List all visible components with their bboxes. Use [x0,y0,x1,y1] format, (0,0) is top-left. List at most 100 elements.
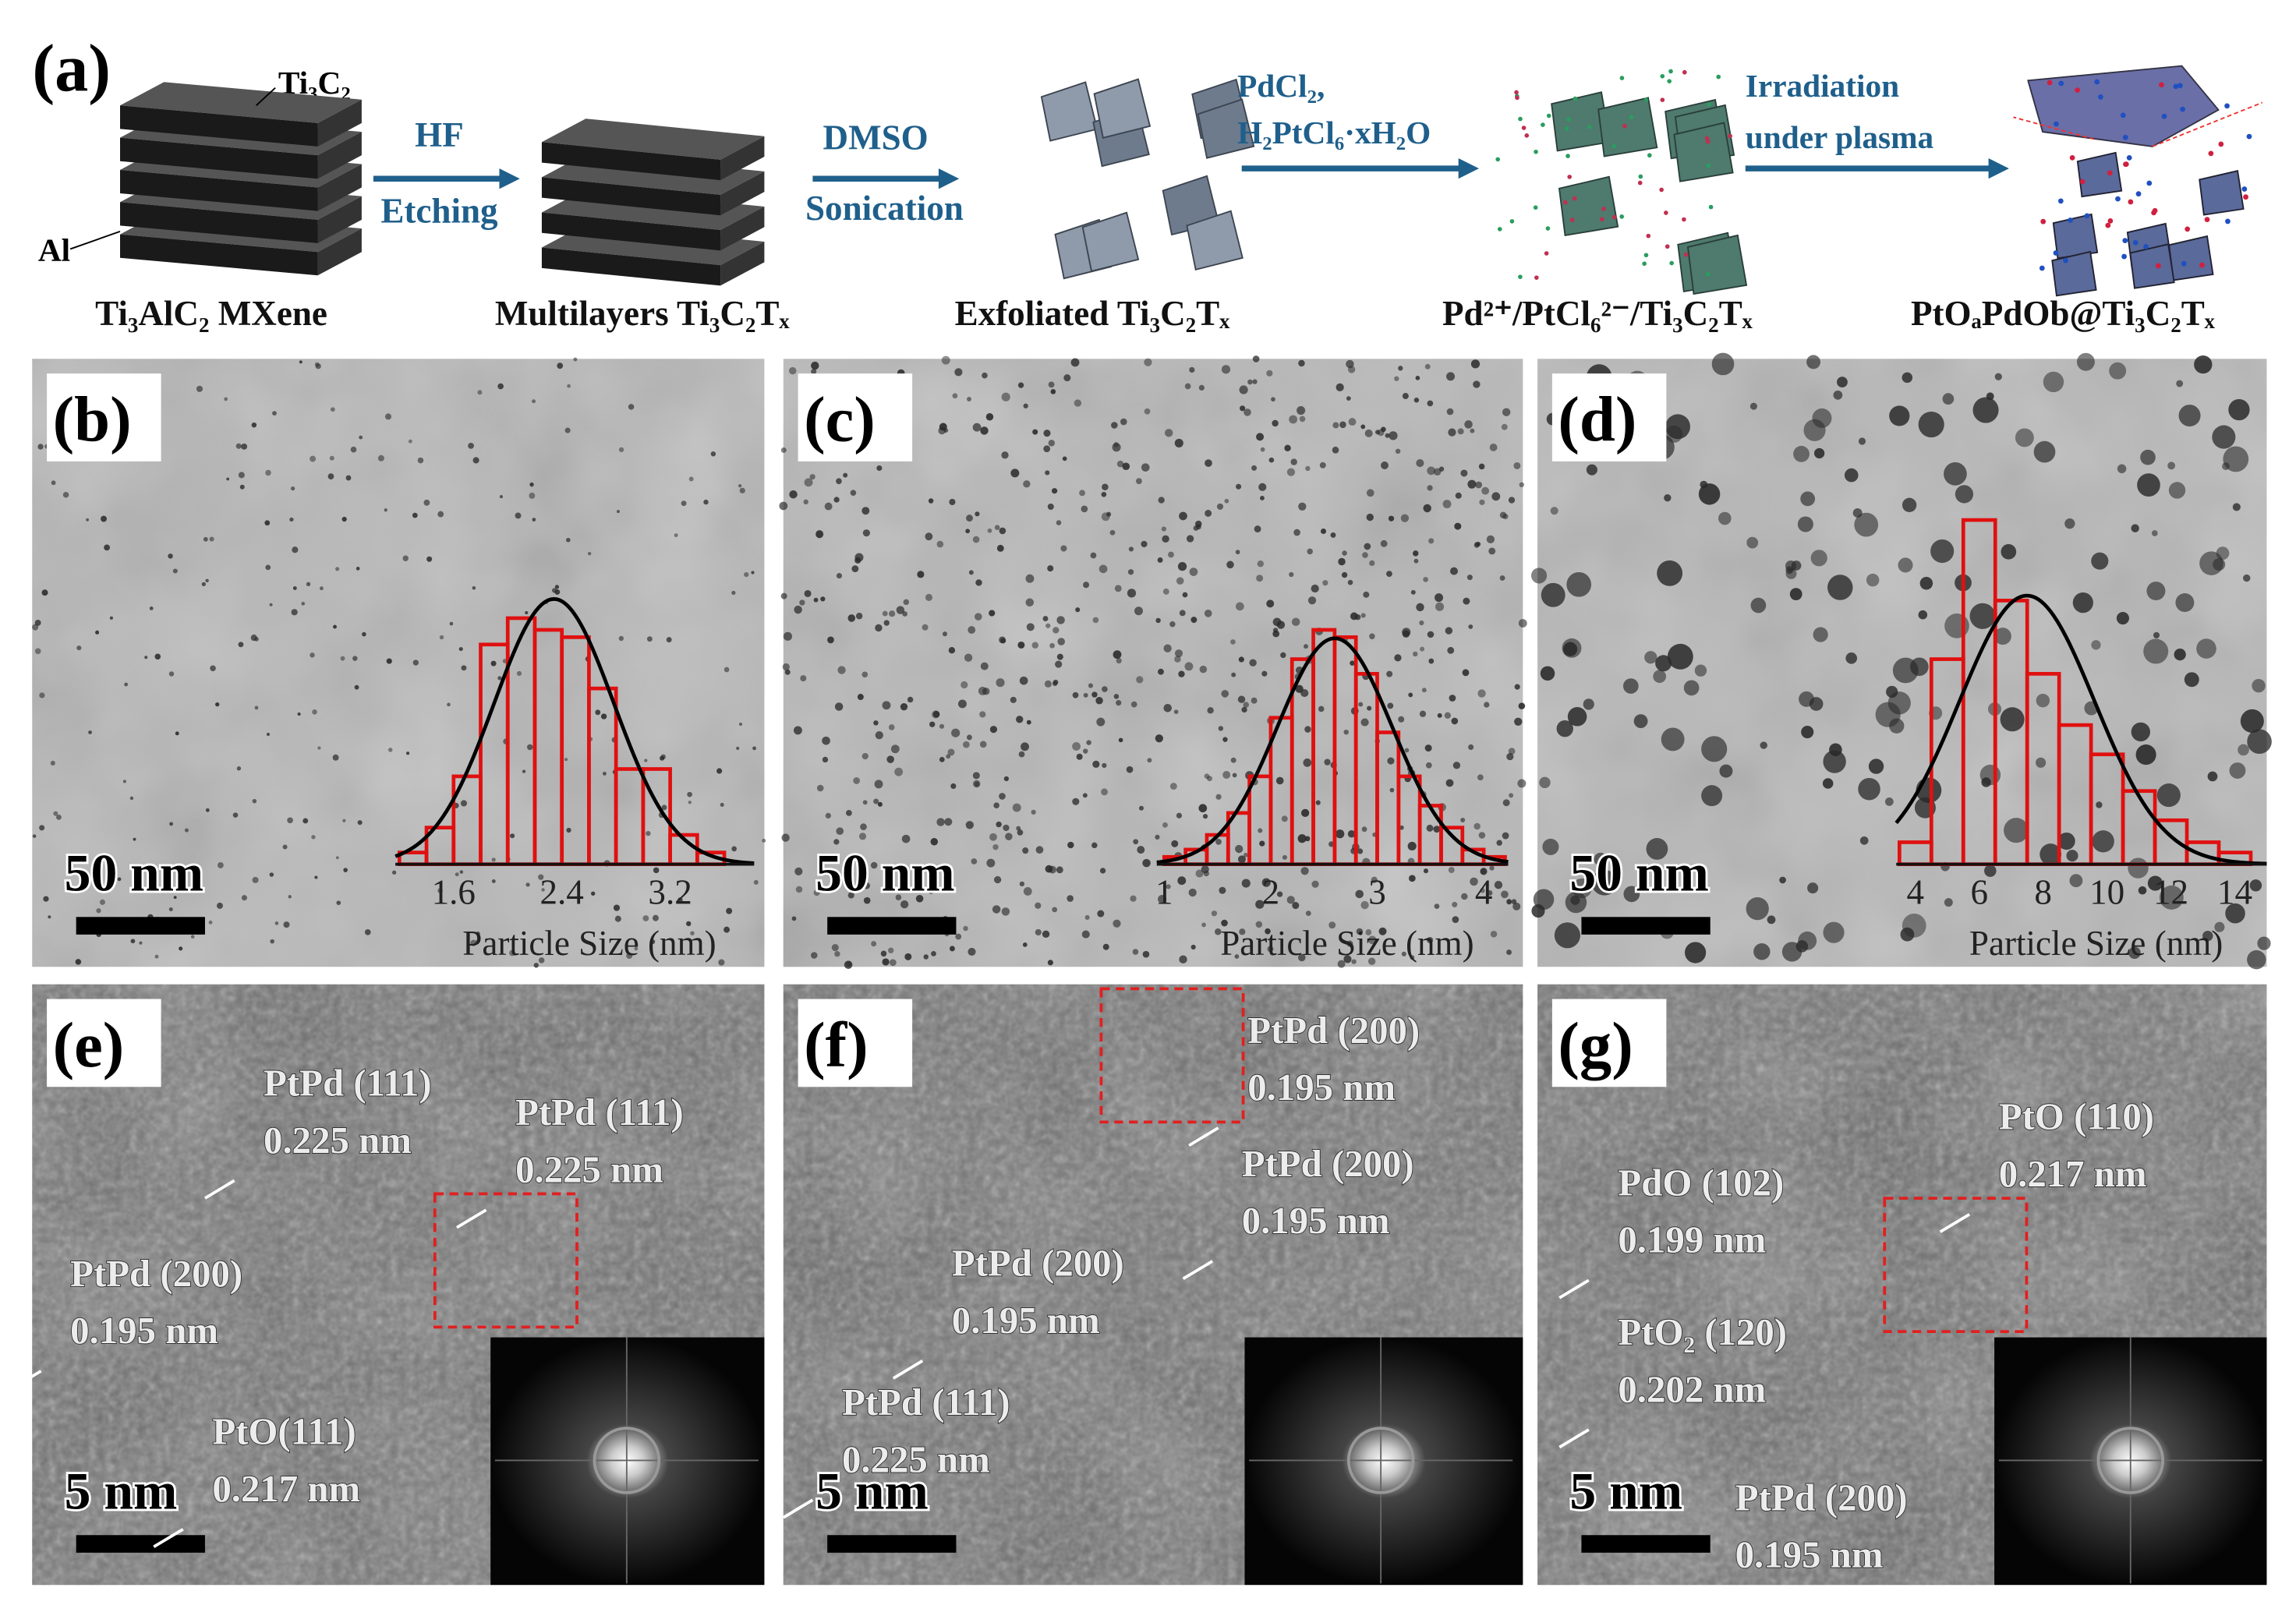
particle [1083,582,1090,589]
particle [1394,376,1399,381]
particle [1072,691,1079,698]
particle [472,585,476,590]
particle [2159,885,2184,910]
particle [690,931,695,935]
particle [1184,383,1191,390]
particle [618,635,624,642]
particle [723,926,731,933]
particle [1918,411,1944,438]
particle [591,891,596,896]
particle [1506,949,1512,956]
fringe-marker [1182,1260,1214,1281]
ion [1564,126,1569,131]
x-tick-label: 3.2 [648,872,692,911]
particle [965,529,971,534]
particle [2001,543,2017,560]
particle [566,827,571,833]
particle [1230,639,1236,645]
particle [1047,503,1054,510]
particle [873,720,879,726]
particle [972,772,980,780]
nanoparticle [2224,103,2230,109]
particle [1448,428,1456,437]
particle [720,802,724,807]
particle [873,798,879,804]
nanoparticle [2039,265,2045,271]
scale-bar-label: 5 nm [815,1462,929,1520]
particle [310,455,317,462]
arrow-label: Irradiation [1746,68,1899,104]
particle [1667,643,1693,670]
multilayer-block [720,242,765,286]
particle [1685,942,1707,964]
particle [1447,646,1455,654]
label-box [47,373,161,461]
zoom-box [1883,1197,2029,1333]
particle [1800,491,1816,507]
lattice-label: PtPd (111) [515,1091,684,1133]
particle [2229,762,2246,779]
particle [236,766,242,771]
nanoparticle [2053,250,2059,256]
particle [1446,408,1454,415]
particle [1533,889,1555,911]
particle [292,546,299,553]
particle [529,482,534,487]
particle [1402,630,1410,638]
particle [1583,698,1594,710]
particle [1444,712,1452,720]
particle [566,537,571,543]
particle [825,812,831,819]
x-tick-label: 2 [1262,872,1280,911]
loaded-flake [1686,234,1748,295]
caption: Exfoliated Ti₃C₂Tₓ [955,294,1231,333]
particle [1434,903,1440,910]
particle [1168,551,1174,558]
particle [312,709,317,715]
particle [449,621,454,626]
particle [938,426,946,435]
particle [2147,875,2163,891]
particle [51,480,56,486]
particle [1012,803,1021,812]
particle [847,614,856,622]
particle [1261,670,1268,677]
particle [1425,762,1432,769]
nanoparticle [2159,82,2164,88]
particle [2004,818,2029,843]
particle [2174,648,2186,661]
particle [739,723,742,727]
particle [1035,846,1044,854]
particle [1591,869,1618,896]
lattice-spacing: 0.225 nm [264,1119,412,1162]
particle [1423,504,1431,513]
multilayer-block [541,247,721,286]
particle [1116,657,1122,664]
particle [270,939,274,944]
particle [804,589,812,597]
particle [1272,419,1279,427]
particle [2138,886,2147,895]
particle [1311,584,1319,593]
particle [660,755,665,761]
nanoparticle [2126,154,2132,161]
particle [1473,822,1481,830]
fringe-marker [1188,1126,1219,1147]
particle [265,469,271,476]
particle [218,862,224,868]
particle [1337,960,1346,968]
lattice-spacing: 0.225 nm [842,1437,990,1480]
particle [1381,426,1386,433]
x-tick-label: 4 [1907,872,1925,911]
particle [1161,526,1166,532]
particle [1889,405,1910,426]
particle [1072,742,1081,751]
particle [1346,940,1353,947]
lattice-spacing: 0.195 nm [1735,1533,1884,1576]
particle [880,950,887,957]
particle [95,630,100,635]
particle [1394,654,1402,662]
particle [1116,460,1124,468]
particle [1388,515,1395,522]
particle [1031,642,1039,649]
